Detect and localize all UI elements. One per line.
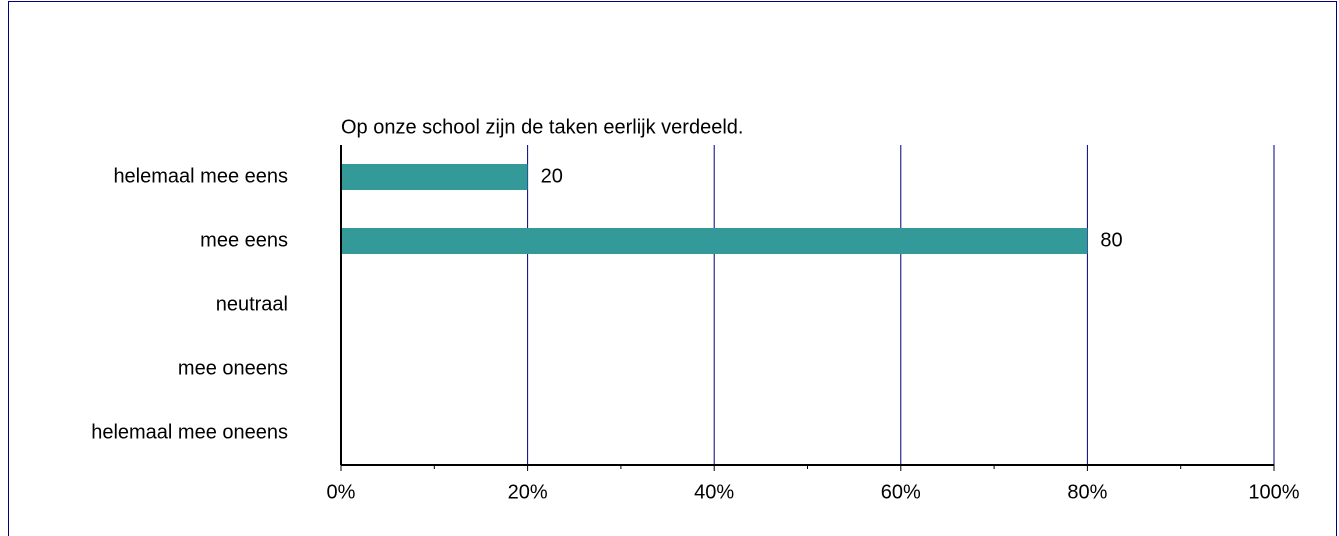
bar [341,228,1088,254]
y-tick-label: helemaal mee oneens [91,421,288,443]
x-tick-label: 100% [1248,481,1299,503]
y-tick-label: neutraal [216,293,288,315]
data-label: 80 [1100,229,1122,251]
x-tick-label: 20% [508,481,548,503]
bar [341,164,528,190]
x-tick-label: 40% [694,481,734,503]
y-tick-label: mee oneens [178,357,288,379]
y-tick-label: mee eens [200,229,288,251]
x-tick-label: 80% [1067,481,1107,503]
data-label: 20 [541,165,563,187]
x-tick-label: 60% [881,481,921,503]
y-tick-label: helemaal mee eens [113,165,288,187]
x-tick-label: 0% [327,481,356,503]
frame [8,1,1337,536]
chart-title: Op onze school zijn de taken eerlijk ver… [341,116,743,138]
